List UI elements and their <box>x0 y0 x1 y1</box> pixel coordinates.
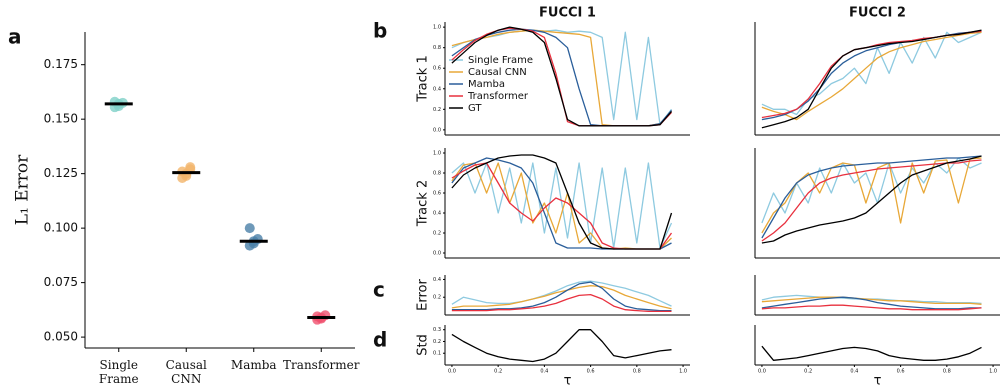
series-line <box>761 155 982 244</box>
x-tick-label: 0.8 <box>943 369 951 375</box>
panel-label: b <box>373 19 387 43</box>
y-tick-label: 0.3 <box>433 327 441 333</box>
y-tick-label: 0.8 <box>433 171 441 177</box>
series-line <box>761 296 982 305</box>
y-tick-label: 0.2 <box>433 231 441 237</box>
y-tick-label: 0.4 <box>433 277 441 283</box>
y-axis-label: Track 1 <box>416 55 431 102</box>
x-tick-label: 0.0 <box>448 369 456 375</box>
x-tick-label: 0.6 <box>587 369 595 375</box>
y-tick-label: 0.4 <box>433 211 441 217</box>
series-line <box>761 29 982 129</box>
legend-label: Single Frame <box>468 55 533 66</box>
series-line <box>451 26 672 127</box>
series-line <box>761 159 982 242</box>
y-tick-label: 0.0 <box>433 127 441 133</box>
series-line <box>451 280 672 307</box>
y-tick-label: 0.100 <box>44 221 78 235</box>
y-tick-label: 0.2 <box>433 339 441 345</box>
legend-label: Transformer <box>467 91 529 102</box>
y-axis-label: Error <box>416 279 431 311</box>
panel-label: a <box>8 25 22 49</box>
series-line <box>761 157 982 234</box>
x-tick-label: 0.8 <box>633 369 641 375</box>
point <box>244 223 255 234</box>
x-tick-label: Single Frame <box>99 358 139 386</box>
panel-label: d <box>373 328 387 352</box>
x-tick-line: Single <box>100 358 138 372</box>
x-tick-label: 0.4 <box>540 369 548 375</box>
y-tick-label: 0.150 <box>44 112 78 126</box>
x-tick-label: 0.6 <box>897 369 905 375</box>
series-line <box>451 285 672 310</box>
series-line <box>451 162 673 249</box>
y-axis-label: Track 2 <box>416 180 431 227</box>
series-line <box>761 157 982 224</box>
x-tick-label: 1.0 <box>989 369 997 375</box>
series-line <box>761 304 982 311</box>
x-tick-line: Causal <box>166 358 207 372</box>
series-line <box>451 281 672 312</box>
y-tick-label: 0.2 <box>433 295 441 301</box>
y-tick-label: 0.8 <box>433 45 441 51</box>
series-line <box>761 30 982 121</box>
y-tick-label: 0.6 <box>433 191 441 197</box>
x-tick-line: Mamba <box>231 358 277 372</box>
y-tick-label: 1.0 <box>433 151 441 157</box>
x-tick-label: 0.0 <box>758 369 766 375</box>
x-tick-label: 0.2 <box>804 369 812 375</box>
x-axis-label: τ <box>564 374 572 387</box>
x-tick-label: Mamba <box>231 358 277 372</box>
y-axis-label: L₁ Error <box>13 154 33 225</box>
y-tick-label: 0.4 <box>433 86 441 92</box>
legend-label: Causal CNN <box>468 67 527 78</box>
panel-label: c <box>373 278 385 302</box>
y-tick-label: 0.0 <box>433 251 441 257</box>
chart-title: FUCCI 2 <box>849 6 906 21</box>
x-tick-label: Transformer <box>283 358 360 372</box>
y-tick-label: 0.1 <box>433 351 441 357</box>
legend-label: Mamba <box>468 79 505 90</box>
y-tick-label: 0.125 <box>44 166 78 180</box>
x-tick-line: CNN <box>171 372 201 386</box>
point <box>185 162 196 173</box>
x-tick-label: 1.0 <box>679 369 687 375</box>
series-line <box>761 345 982 361</box>
x-tick-label: Causal CNN <box>166 358 207 386</box>
y-tick-label: 0.175 <box>44 57 78 71</box>
series-line <box>761 296 982 310</box>
y-tick-label: 0.050 <box>44 330 78 344</box>
x-axis-label: τ <box>874 374 882 387</box>
x-tick-label: 0.4 <box>850 369 858 375</box>
y-tick-label: 1.0 <box>433 25 441 31</box>
series-line <box>451 293 672 313</box>
y-tick-label: 0.075 <box>44 275 78 289</box>
y-axis-label: Std <box>416 334 431 356</box>
x-tick-label: 0.2 <box>494 369 502 375</box>
x-tick-line: Transformer <box>283 358 360 372</box>
series-line <box>761 30 982 119</box>
chart-title: FUCCI 1 <box>539 6 596 21</box>
series-line <box>451 329 672 363</box>
series-line <box>451 154 673 250</box>
y-tick-label: 0.6 <box>433 66 441 72</box>
series-line <box>761 31 982 116</box>
series-line <box>761 31 982 121</box>
legend-label: GT <box>468 103 482 114</box>
series-line <box>761 155 982 239</box>
y-tick-label: 0.2 <box>433 107 441 113</box>
x-tick-line: Frame <box>99 372 139 386</box>
